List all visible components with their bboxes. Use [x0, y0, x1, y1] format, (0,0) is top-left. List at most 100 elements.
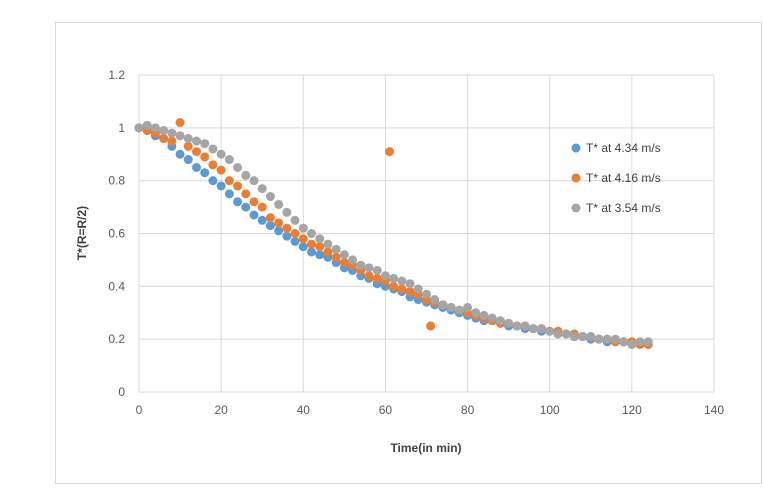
data-point — [635, 337, 645, 347]
data-point — [331, 252, 341, 262]
legend-label: T* at 4.34 m/s — [586, 141, 661, 155]
data-point — [602, 334, 612, 344]
data-point — [356, 260, 366, 270]
data-point — [545, 326, 555, 336]
data-point — [175, 149, 185, 159]
data-point — [241, 189, 251, 199]
data-point — [208, 160, 218, 170]
data-point — [610, 334, 620, 344]
data-point — [224, 155, 234, 165]
legend-marker — [571, 173, 581, 183]
data-point — [265, 221, 275, 231]
data-point — [520, 321, 530, 331]
legend-marker — [571, 203, 581, 213]
data-point — [422, 289, 431, 299]
data-point — [183, 141, 193, 151]
data-point — [627, 339, 637, 349]
data-point — [512, 321, 522, 331]
data-point — [208, 144, 218, 154]
data-point — [224, 189, 234, 199]
data-point — [405, 279, 415, 289]
data-point — [290, 236, 300, 246]
data-point — [175, 131, 185, 141]
data-point — [282, 223, 292, 233]
data-point — [364, 271, 374, 281]
y-tick-label: 1 — [118, 121, 125, 135]
data-point — [282, 207, 292, 217]
data-point — [463, 302, 473, 312]
legend: T* at 4.34 m/s T* at 4.16 m/s T* at 3.54 m… — [571, 141, 661, 215]
data-point — [323, 247, 333, 257]
data-points — [134, 118, 653, 349]
y-tick-label: 1.2 — [108, 68, 125, 82]
x-tick-labels: 0 20 40 60 80 100 120 140 — [136, 403, 725, 417]
data-point — [487, 313, 497, 323]
data-point — [274, 218, 284, 228]
data-point — [216, 165, 226, 175]
data-point — [397, 284, 407, 294]
data-point — [528, 324, 538, 334]
data-point — [216, 181, 226, 191]
data-point — [192, 162, 201, 172]
data-point — [553, 329, 563, 339]
data-point — [298, 223, 308, 233]
data-point — [175, 118, 185, 128]
x-tick-label: 80 — [461, 403, 475, 417]
legend-label: T* at 3.54 m/s — [586, 201, 661, 215]
data-point — [265, 213, 275, 223]
data-point — [426, 321, 436, 331]
data-point — [504, 318, 514, 328]
data-point — [134, 123, 144, 133]
data-point — [183, 133, 193, 143]
chart-frame — [55, 22, 762, 484]
data-point — [216, 149, 226, 159]
data-point — [372, 273, 382, 283]
data-point — [282, 231, 292, 241]
x-tick-label: 140 — [704, 403, 724, 417]
data-point — [405, 287, 415, 297]
y-tick-label: 0 — [118, 385, 125, 399]
data-point — [372, 265, 382, 275]
data-point — [224, 176, 234, 186]
y-tick-label: 0.8 — [108, 174, 125, 188]
data-point — [471, 308, 481, 318]
data-point — [233, 162, 243, 172]
data-point — [339, 258, 349, 268]
y-tick-labels: 0 0.2 0.4 0.6 0.8 1 1.2 — [108, 68, 125, 399]
data-point — [389, 281, 399, 291]
data-point — [200, 152, 210, 162]
x-axis-title: Time(in min) — [390, 441, 461, 455]
data-point — [323, 239, 333, 249]
x-tick-label: 20 — [214, 403, 228, 417]
data-point — [233, 181, 243, 191]
data-point — [290, 229, 300, 238]
data-point — [307, 247, 316, 257]
data-point — [454, 305, 464, 315]
data-point — [569, 332, 579, 342]
data-point — [594, 334, 604, 344]
data-point — [385, 147, 395, 157]
data-point — [200, 139, 210, 149]
x-tick-label: 0 — [136, 403, 143, 417]
data-point — [274, 199, 284, 209]
data-point — [389, 273, 399, 283]
series-3 — [134, 120, 653, 349]
data-point — [265, 192, 275, 202]
y-tick-label: 0.4 — [108, 279, 125, 293]
data-point — [241, 202, 251, 212]
data-point — [397, 276, 407, 286]
data-point — [208, 176, 218, 186]
data-point — [438, 300, 448, 310]
data-point — [446, 302, 456, 312]
data-point — [257, 202, 267, 212]
data-point — [249, 210, 259, 220]
x-tick-label: 60 — [379, 403, 393, 417]
data-point — [643, 337, 653, 347]
data-point — [364, 263, 374, 273]
data-point — [142, 120, 152, 130]
data-point — [159, 125, 169, 135]
legend-label: T* at 4.16 m/s — [586, 171, 661, 185]
data-point — [331, 244, 341, 254]
y-axis-title: T*(R=R/2) — [75, 206, 89, 260]
